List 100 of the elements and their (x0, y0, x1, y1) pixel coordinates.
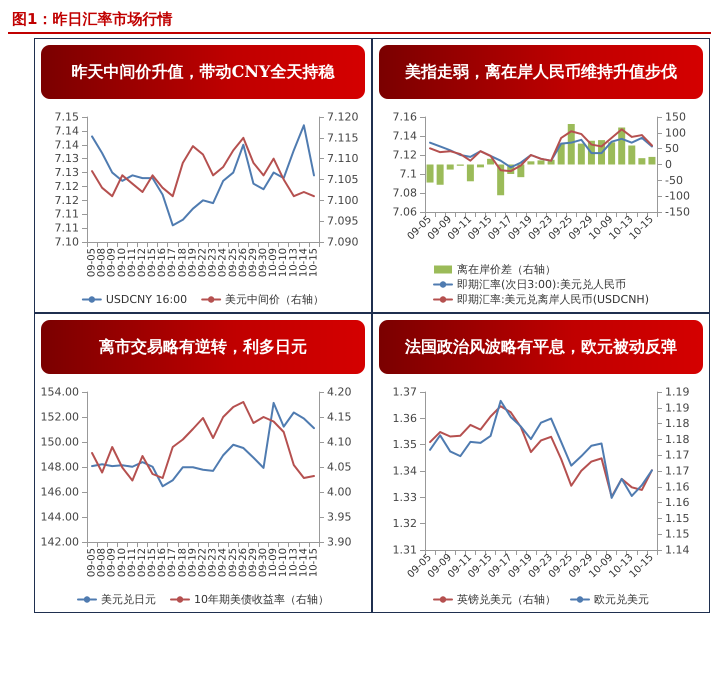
y2-tick-label: 4.00 (327, 486, 352, 498)
x-tick-label: 09-19 (187, 548, 198, 578)
y-tick-label: 7.13 (54, 152, 79, 166)
x-tick-label: 09-16 (157, 248, 168, 278)
y2-tick-label: 1.16 (665, 480, 690, 494)
chart-title: 美指走弱，离在岸人民币维持升值步伐 (379, 45, 703, 99)
y2-tick-label: 1.17 (665, 448, 690, 462)
y-tick-label: 152.00 (40, 410, 79, 424)
x-tick-label: 09-15 (147, 248, 158, 278)
y2-tick-label: 1.15 (665, 512, 690, 525)
bar (608, 142, 616, 164)
y2-tick-label: 1.18 (665, 417, 690, 430)
line-series (429, 128, 653, 172)
legend-label: 10年期美债收益率（右轴） (194, 593, 329, 606)
y-tick-label: 7.12 (392, 148, 417, 162)
y2-tick-label: 50 (665, 142, 679, 156)
y-tick-label: 7.16 (392, 110, 417, 124)
chart-title: 法国政治风波略有平息，欧元被动反弹 (379, 320, 703, 374)
y-tick-label: 7.14 (54, 124, 79, 138)
y2-tick-label: 7.110 (327, 152, 358, 166)
y2-tick-label: 4.15 (327, 410, 352, 424)
y-tick-label: 7.13 (54, 166, 79, 180)
x-tick-label: 09-22 (198, 548, 208, 578)
x-tick-label: 09-10 (116, 248, 128, 278)
x-tick-label: 09-25 (228, 548, 239, 578)
x-tick-label: 09-29 (248, 248, 259, 278)
x-tick-label: 09-08 (96, 548, 108, 578)
y-tick-label: 7.08 (392, 186, 417, 200)
bar (426, 164, 434, 183)
y2-tick-label: 4.20 (327, 386, 352, 398)
line-series (91, 124, 315, 226)
y2-tick-label: 7.090 (327, 236, 358, 248)
x-tick-label: 09-15 (147, 548, 158, 578)
x-tick-label: 09-18 (177, 548, 188, 578)
x-tick-label: 09-22 (198, 248, 208, 278)
x-tick-label: 09-17 (167, 548, 178, 578)
y2-tick-label: 7.105 (327, 173, 358, 186)
y2-tick-label: 1.18 (665, 432, 690, 446)
x-tick-label: 10-13 (288, 548, 300, 578)
legend-label: 英镑兑美元（右轴） (457, 593, 556, 606)
x-tick-label: 10-10 (278, 548, 290, 578)
y-tick-label: 1.37 (392, 386, 417, 398)
bar (578, 144, 585, 164)
x-tick-label: 09-05 (86, 548, 98, 578)
x-tick-label: 09-23 (208, 248, 219, 278)
y2-tick-label: 1.19 (665, 401, 690, 414)
y2-tick-label: 1.16 (665, 496, 690, 510)
x-tick-label: 10-14 (298, 248, 310, 278)
y-tick-label: 154.00 (40, 386, 79, 398)
y-tick-label: 150.00 (40, 436, 79, 448)
x-tick-label: 10-15 (308, 548, 320, 578)
y-tick-label: 1.36 (392, 412, 417, 425)
y-tick-label: 1.34 (392, 464, 417, 478)
x-tick-label: 09-30 (258, 248, 270, 278)
x-tick-label: 09-30 (258, 548, 270, 578)
y-tick-label: 7.11 (54, 208, 79, 221)
legend-label: 美元中间价（右轴） (225, 293, 324, 306)
y2-tick-label: 7.095 (327, 214, 358, 228)
caption: 图1：昨日汇率市场行情 (12, 10, 172, 29)
y2-tick-label: 3.95 (327, 510, 352, 524)
legend-label: 欧元兑美元 (594, 593, 649, 606)
x-tick-label: 09-18 (177, 248, 188, 278)
x-tick-label: 09-12 (136, 548, 148, 578)
y-tick-label: 1.35 (392, 438, 417, 452)
bar (527, 161, 534, 164)
x-tick-label: 09-23 (208, 548, 219, 578)
y2-tick-label: -100 (665, 190, 690, 203)
legend-label: 即期汇率:美元兑离岸人民币(USDCNH) (457, 293, 649, 306)
x-tick-label: 10-14 (298, 548, 310, 578)
y-tick-label: 7.06 (392, 206, 417, 218)
x-tick-label: 09-11 (126, 248, 138, 278)
x-tick-label: 09-12 (136, 248, 148, 278)
y-tick-label: 7.14 (392, 130, 417, 142)
y2-tick-label: -50 (665, 174, 683, 187)
x-tick-label: 09-11 (126, 548, 138, 578)
legend-label: 即期汇率(次日3:00):美元兑人民币 (457, 278, 626, 291)
line-series (91, 136, 315, 198)
x-tick-label: 09-24 (218, 248, 229, 278)
x-tick-label: 09-05 (86, 248, 98, 278)
y-tick-label: 146.00 (40, 486, 79, 498)
x-tick-label: 09-29 (248, 548, 259, 578)
legend-label: 离在岸价差（右轴） (457, 263, 556, 276)
y2-tick-label: 1.19 (665, 386, 690, 398)
x-tick-label: 09-24 (218, 548, 229, 578)
x-tick-label: 10-13 (288, 248, 300, 278)
y2-tick-label: 1.17 (665, 464, 690, 478)
y-tick-label: 1.32 (392, 517, 417, 530)
y2-tick-label: 1.14 (665, 544, 690, 556)
y-tick-label: 7.1 (400, 168, 417, 180)
x-tick-label: 10-10 (278, 248, 290, 278)
bar (648, 156, 656, 164)
y2-tick-label: 7.115 (327, 131, 358, 144)
chart-title: 离市交易略有逆转，利多日元 (41, 320, 365, 374)
y2-tick-label: 4.05 (327, 460, 352, 474)
y2-tick-label: 0 (665, 158, 672, 171)
y2-tick-label: 3.90 (327, 536, 352, 548)
y-tick-label: 7.12 (54, 194, 79, 207)
y2-tick-label: 4.10 (327, 436, 352, 448)
x-tick-label: 09-10 (116, 548, 128, 578)
legend-label: 美元兑日元 (101, 593, 156, 606)
